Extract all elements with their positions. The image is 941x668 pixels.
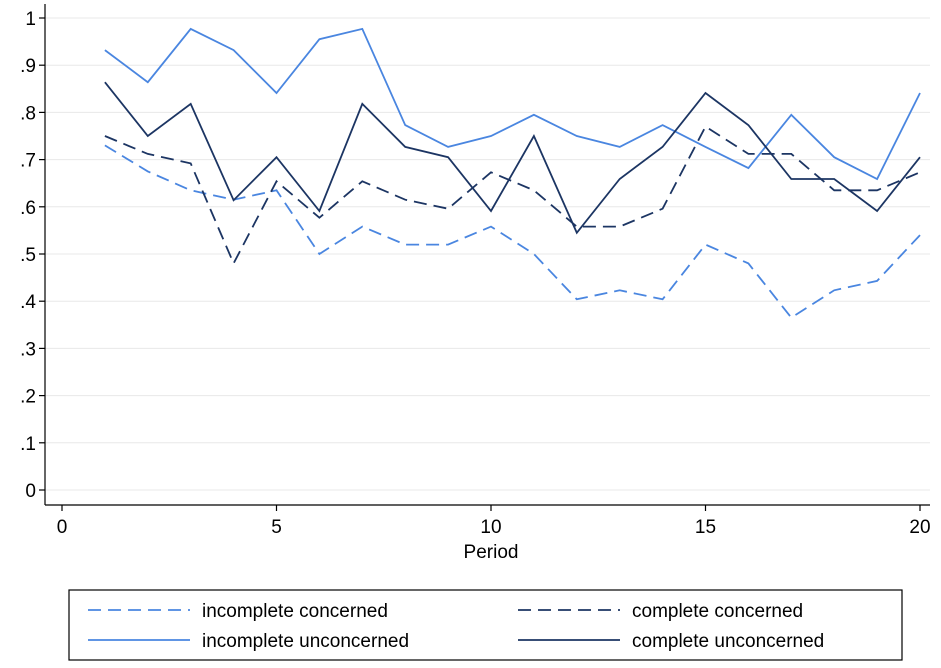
x-tick-label: 5 [271,517,282,538]
x-tick-label: 10 [480,517,501,538]
y-tick-label: 1 [25,9,36,30]
y-tick-label: .2 [20,387,36,408]
y-tick-label: .1 [20,434,36,455]
series-line-complete-unconcerned [104,81,921,235]
grid-lines [45,17,930,491]
legend-label-incomplete-unconcerned: incomplete unconcerned [202,631,409,652]
y-tick-label: .4 [20,292,36,313]
legend-label-incomplete-concerned: incomplete concerned [202,601,388,622]
series-line-incomplete-unconcerned [104,27,921,181]
plot-area [104,27,921,319]
series-line-incomplete-concerned [104,144,921,319]
legend-label-complete-unconcerned: complete unconcerned [632,631,824,652]
y-tick-label: .8 [20,103,36,124]
series-line-complete-concerned [104,125,921,266]
y-tick-label: .3 [20,339,36,360]
y-axis: 0 .1 .2 .3 .4 .5 .6 .7 .8 .9 1 [20,4,46,505]
legend: incomplete concerned complete concerned in… [68,589,903,661]
y-tick-label: .5 [20,245,36,266]
x-tick-label: 0 [57,517,68,538]
x-tick-label: 15 [695,517,716,538]
legend-box [68,589,903,661]
y-tick-label: 0 [25,481,36,502]
x-axis: 0 5 10 15 20 [45,504,931,538]
y-tick-label: .7 [20,151,36,172]
legend-label-complete-concerned: complete concerned [632,601,803,622]
x-axis-title: Period [464,542,519,563]
x-tick-label: 20 [909,517,930,538]
y-tick-label: .9 [20,56,36,77]
y-tick-label: .6 [20,198,36,219]
